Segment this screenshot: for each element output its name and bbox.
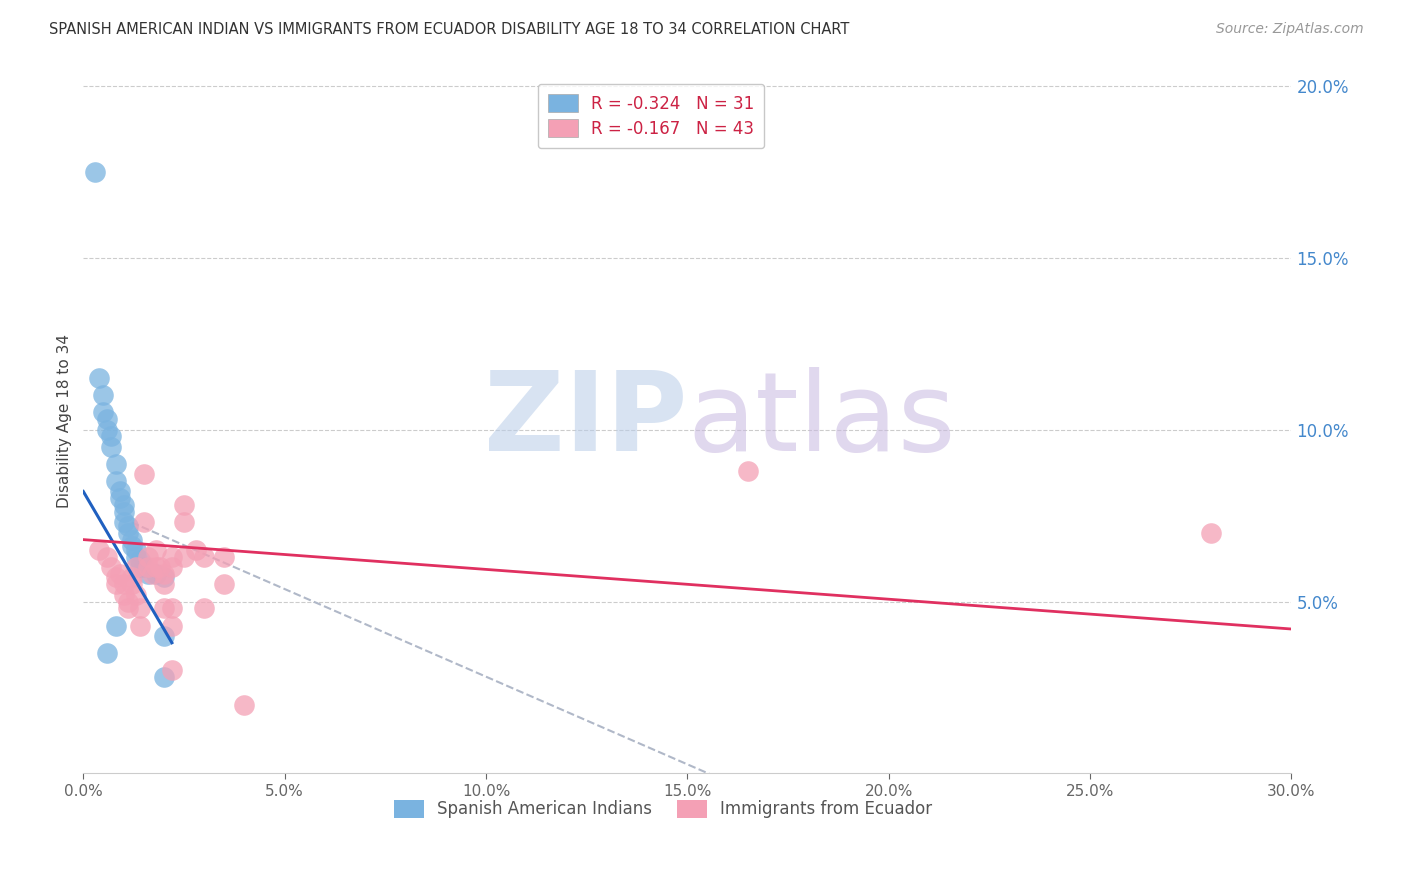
Point bbox=[96, 549, 118, 564]
Point bbox=[100, 440, 122, 454]
Point bbox=[737, 464, 759, 478]
Point bbox=[108, 491, 131, 506]
Point bbox=[153, 570, 176, 584]
Point bbox=[173, 549, 195, 564]
Point bbox=[173, 516, 195, 530]
Point bbox=[112, 577, 135, 591]
Point bbox=[121, 570, 143, 584]
Point bbox=[136, 549, 159, 564]
Point bbox=[160, 560, 183, 574]
Point bbox=[104, 577, 127, 591]
Point bbox=[160, 663, 183, 677]
Point bbox=[124, 588, 146, 602]
Point bbox=[132, 516, 155, 530]
Point bbox=[149, 560, 172, 574]
Point bbox=[132, 560, 155, 574]
Point bbox=[136, 560, 159, 574]
Point bbox=[117, 525, 139, 540]
Text: SPANISH AMERICAN INDIAN VS IMMIGRANTS FROM ECUADOR DISABILITY AGE 18 TO 34 CORRE: SPANISH AMERICAN INDIAN VS IMMIGRANTS FR… bbox=[49, 22, 849, 37]
Point bbox=[121, 533, 143, 547]
Y-axis label: Disability Age 18 to 34: Disability Age 18 to 34 bbox=[58, 334, 72, 508]
Point bbox=[117, 601, 139, 615]
Point bbox=[104, 457, 127, 471]
Point bbox=[193, 549, 215, 564]
Point bbox=[1199, 525, 1222, 540]
Point bbox=[153, 629, 176, 643]
Point bbox=[84, 164, 107, 178]
Point bbox=[193, 601, 215, 615]
Point bbox=[212, 549, 235, 564]
Point bbox=[136, 566, 159, 581]
Point bbox=[108, 484, 131, 499]
Point bbox=[160, 601, 183, 615]
Point bbox=[104, 570, 127, 584]
Point bbox=[128, 560, 150, 574]
Point bbox=[128, 618, 150, 632]
Point bbox=[96, 423, 118, 437]
Point bbox=[104, 618, 127, 632]
Point bbox=[153, 566, 176, 581]
Text: ZIP: ZIP bbox=[484, 368, 688, 475]
Point bbox=[121, 540, 143, 554]
Point bbox=[93, 405, 115, 419]
Point bbox=[112, 505, 135, 519]
Point bbox=[132, 467, 155, 482]
Point bbox=[96, 646, 118, 660]
Point bbox=[184, 543, 207, 558]
Point bbox=[100, 429, 122, 443]
Point bbox=[128, 553, 150, 567]
Point bbox=[93, 388, 115, 402]
Text: atlas: atlas bbox=[688, 368, 956, 475]
Point bbox=[153, 670, 176, 684]
Point bbox=[145, 560, 167, 574]
Point bbox=[89, 543, 111, 558]
Point bbox=[121, 577, 143, 591]
Point bbox=[145, 566, 167, 581]
Point bbox=[160, 618, 183, 632]
Point bbox=[212, 577, 235, 591]
Point bbox=[124, 543, 146, 558]
Point bbox=[117, 519, 139, 533]
Point bbox=[173, 498, 195, 512]
Point bbox=[124, 549, 146, 564]
Point bbox=[153, 577, 176, 591]
Point bbox=[145, 543, 167, 558]
Point bbox=[96, 412, 118, 426]
Point bbox=[89, 371, 111, 385]
Text: Source: ZipAtlas.com: Source: ZipAtlas.com bbox=[1216, 22, 1364, 37]
Point bbox=[104, 474, 127, 488]
Point bbox=[160, 549, 183, 564]
Point bbox=[112, 516, 135, 530]
Point bbox=[124, 560, 146, 574]
Point bbox=[112, 498, 135, 512]
Point bbox=[141, 566, 163, 581]
Point bbox=[233, 698, 256, 712]
Point bbox=[108, 566, 131, 581]
Point bbox=[117, 594, 139, 608]
Legend: Spanish American Indians, Immigrants from Ecuador: Spanish American Indians, Immigrants fro… bbox=[387, 793, 939, 825]
Point bbox=[153, 601, 176, 615]
Point bbox=[100, 560, 122, 574]
Point bbox=[128, 601, 150, 615]
Point bbox=[112, 588, 135, 602]
